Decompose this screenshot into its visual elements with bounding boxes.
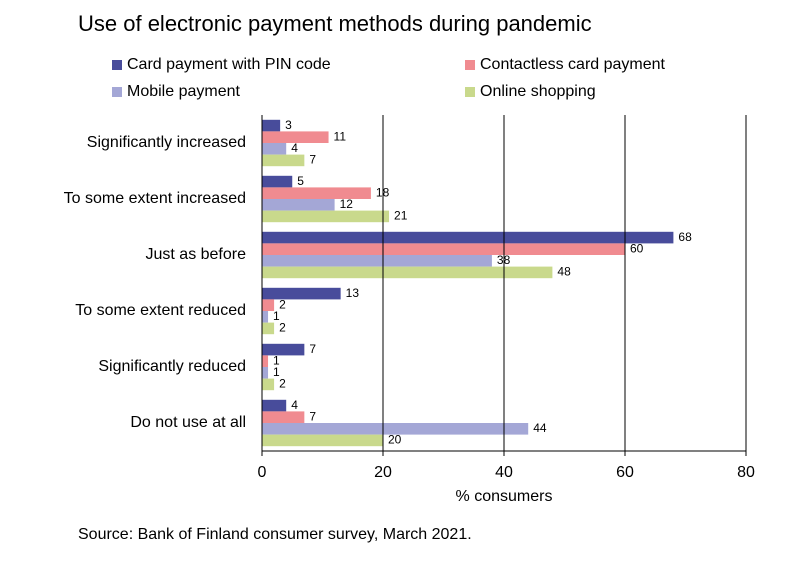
legend-swatch (465, 60, 475, 70)
bar (262, 143, 287, 155)
data-label: 21 (394, 209, 408, 223)
bar (262, 255, 492, 267)
data-label: 7 (309, 153, 316, 167)
bar (262, 434, 383, 447)
data-label: 2 (279, 377, 286, 391)
x-tick-label: 80 (737, 464, 755, 481)
data-label: 1 (273, 309, 280, 323)
x-tick-label: 40 (495, 464, 513, 481)
data-label: 44 (533, 421, 547, 435)
data-label: 2 (279, 297, 286, 311)
source-note: Source: Bank of Finland consumer survey,… (78, 526, 472, 543)
legend-label: Mobile payment (127, 83, 241, 100)
data-label: 1 (273, 365, 280, 379)
data-label: 4 (291, 141, 298, 155)
bar (262, 119, 281, 132)
data-label: 11 (334, 129, 347, 143)
data-label: 48 (557, 265, 571, 279)
x-axis-label: % consumers (456, 488, 553, 505)
y-tick-label: Do not use at all (130, 414, 246, 431)
bar (262, 367, 269, 379)
x-tick-label: 0 (258, 464, 267, 481)
x-tick-label: 60 (616, 464, 634, 481)
bar (262, 243, 625, 255)
bar (262, 287, 341, 300)
bar (262, 266, 553, 279)
legend-swatch (465, 87, 475, 97)
legend-label: Contactless card payment (480, 56, 666, 73)
data-label: 12 (340, 197, 354, 211)
bar (262, 399, 287, 412)
data-label: 2 (279, 321, 286, 335)
data-label: 4 (291, 398, 298, 412)
data-label: 1 (273, 353, 280, 367)
bar (262, 423, 529, 435)
bar (262, 199, 335, 211)
legend-swatch (112, 60, 122, 70)
data-label: 60 (630, 241, 644, 255)
bar (262, 154, 305, 167)
bar (262, 210, 390, 223)
data-label: 13 (346, 286, 360, 300)
bar (262, 175, 293, 188)
data-label: 5 (297, 174, 304, 188)
bar (262, 299, 275, 311)
y-tick-label: To some extent reduced (75, 302, 246, 319)
bar (262, 231, 674, 244)
bar (262, 355, 269, 367)
x-tick-label: 20 (374, 464, 392, 481)
bar (262, 187, 371, 199)
data-label: 7 (309, 409, 316, 423)
data-label: 68 (678, 230, 692, 244)
legend-swatch (112, 87, 122, 97)
data-label: 3 (285, 118, 292, 132)
y-tick-label: Significantly increased (87, 134, 246, 151)
legend-label: Card payment with PIN code (127, 56, 331, 73)
bar (262, 343, 305, 356)
y-tick-label: Significantly reduced (98, 358, 246, 375)
bar (262, 131, 329, 143)
y-tick-label: To some extent increased (64, 190, 246, 207)
bar (262, 322, 275, 335)
data-label: 7 (309, 342, 316, 356)
legend-label: Online shopping (480, 83, 596, 100)
data-label: 20 (388, 433, 402, 447)
bar (262, 411, 305, 423)
bar (262, 311, 269, 323)
y-tick-label: Just as before (146, 246, 247, 263)
bar (262, 378, 275, 391)
chart-title: Use of electronic payment methods during… (78, 11, 592, 36)
